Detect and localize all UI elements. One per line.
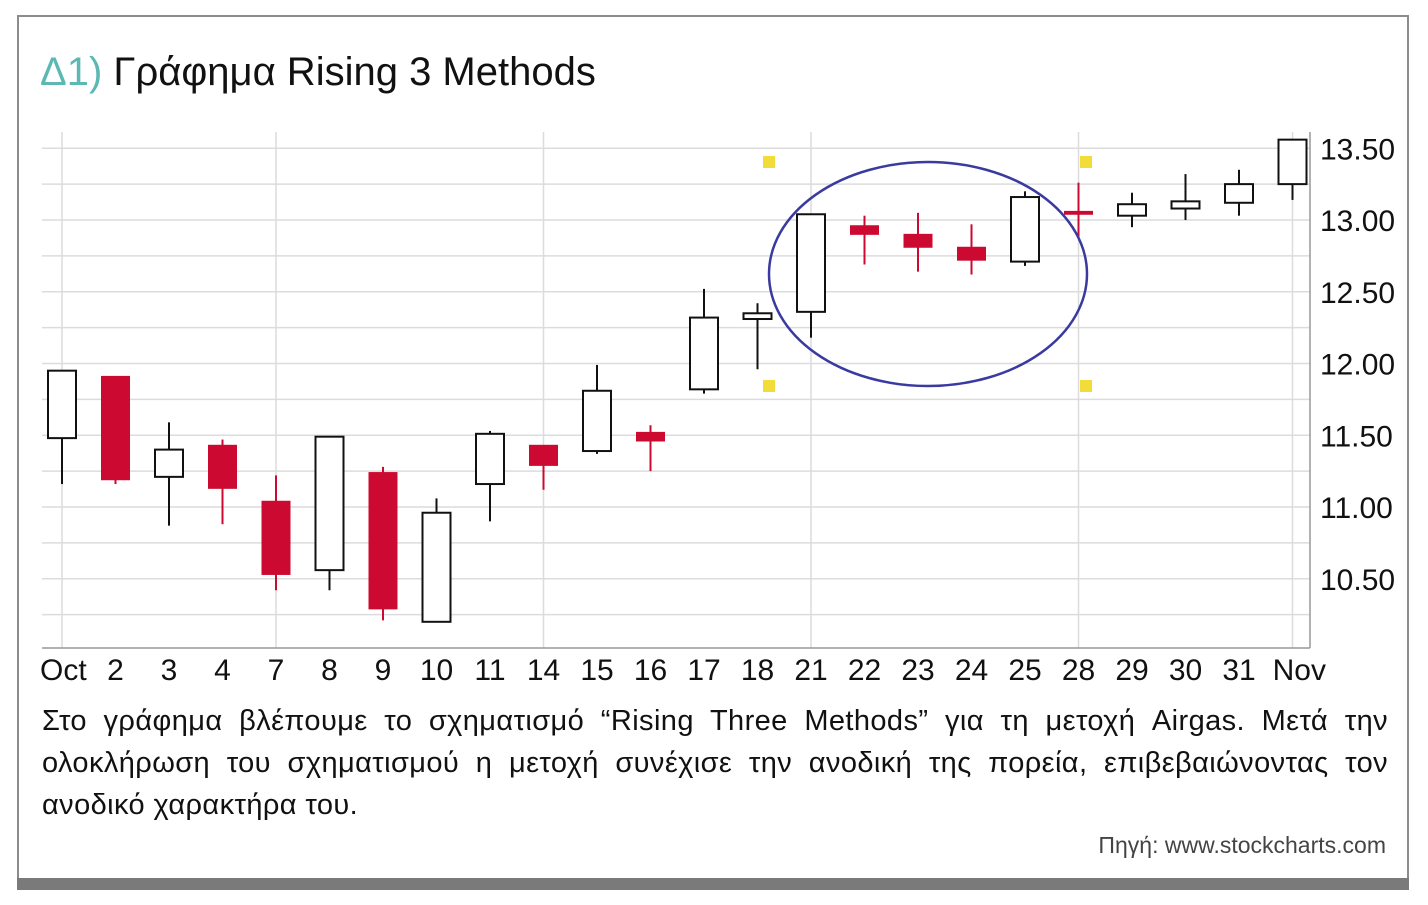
candle-body-up: [475, 432, 505, 486]
y-tick-label: 12.50: [1320, 277, 1395, 310]
candle-body-up: [689, 316, 719, 391]
y-tick-label: 12.00: [1320, 349, 1395, 382]
y-tick-label: 13.50: [1320, 133, 1395, 166]
candle-body-up: [1117, 203, 1147, 217]
x-tick-label: 3: [161, 654, 178, 687]
selection-handle: [763, 156, 775, 168]
x-tick-label: 9: [375, 654, 392, 687]
x-tick-label: 10: [420, 654, 453, 687]
y-tick-label: 10.50: [1320, 564, 1395, 597]
y-tick-label: 11.00: [1320, 492, 1393, 525]
selection-handle: [1080, 380, 1092, 392]
x-tick-label: Nov: [1273, 654, 1326, 687]
x-tick-label: 11: [474, 654, 505, 687]
x-tick-label: 29: [1115, 654, 1148, 687]
candle-body-up: [314, 435, 345, 572]
x-tick-label: 14: [527, 654, 560, 687]
candle-body-up: [421, 511, 452, 623]
candle-body-down: [850, 225, 879, 235]
candle-body-down: [903, 233, 933, 248]
x-tick-label: 2: [107, 654, 124, 687]
candle-body-down: [957, 246, 986, 261]
candle-body-up: [582, 389, 612, 453]
y-tick-label: 11.50: [1320, 420, 1393, 453]
x-tick-label: 30: [1169, 654, 1202, 687]
x-tick-label: 8: [321, 654, 338, 687]
candle-body-down: [1064, 210, 1093, 215]
candle-body-up: [1277, 138, 1308, 186]
candle-body-down: [368, 472, 398, 610]
candle-body-down: [101, 375, 130, 481]
figure-title-prefix: Δ1): [40, 50, 103, 94]
x-tick-label: Oct: [40, 654, 87, 687]
caption: Στο γράφημα βλέπουμε το σχηματισμό “Risi…: [42, 705, 1388, 821]
x-tick-label: 4: [214, 654, 231, 687]
candle-body-up: [154, 448, 184, 478]
bottom-bar: [17, 878, 1409, 890]
x-tick-label: 7: [268, 654, 285, 687]
source-credit: Πηγή: www.stockcharts.com: [1098, 832, 1386, 858]
x-tick-label: 24: [955, 654, 988, 687]
x-tick-label: 17: [687, 654, 720, 687]
figure-frame: [17, 15, 1409, 890]
x-tick-label: 23: [901, 654, 934, 687]
candle-body-up: [1170, 200, 1201, 210]
candle-body-up: [1224, 183, 1254, 204]
figure-title: Δ1) Γράφημα Rising 3 Methods: [40, 48, 596, 96]
highlight-ellipse: [767, 160, 1089, 388]
candle-body-up: [1010, 196, 1040, 263]
selection-handle: [763, 380, 775, 392]
candle-body-up: [742, 312, 773, 321]
candle-body-up: [47, 369, 77, 440]
x-tick-label: 31: [1222, 654, 1255, 687]
candle-body-up: [796, 213, 826, 313]
x-tick-label: 28: [1062, 654, 1095, 687]
candle-body-down: [636, 431, 665, 442]
x-tick-label: 18: [741, 654, 774, 687]
selection-handle: [1080, 156, 1092, 168]
x-tick-label: 15: [580, 654, 613, 687]
candle-body-down: [261, 500, 291, 575]
x-tick-label: 22: [848, 654, 881, 687]
candle-body-down: [208, 444, 237, 489]
candle-body-down: [529, 444, 558, 466]
x-tick-label: 25: [1008, 654, 1041, 687]
x-tick-label: 21: [794, 654, 827, 687]
x-tick-label: 16: [634, 654, 667, 687]
y-tick-label: 13.00: [1320, 205, 1395, 238]
figure-title-text: Γράφημα Rising 3 Methods: [113, 50, 596, 94]
